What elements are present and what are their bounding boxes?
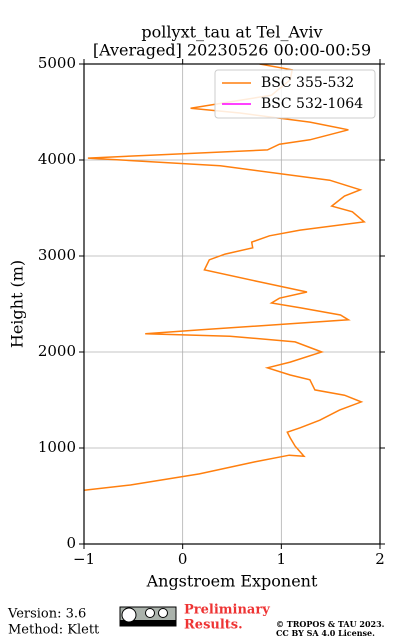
license: CC BY SA 4.0 License.: [276, 628, 375, 638]
chart-subtitle: [Averaged] 20230526 00:00-00:59: [93, 41, 371, 60]
y-tick-label: 0: [66, 534, 76, 552]
preliminary: Preliminary: [184, 603, 270, 618]
y-tick-label: 5000: [38, 54, 76, 72]
y-tick-label: 3000: [38, 246, 76, 264]
y-tick-label: 2000: [38, 342, 76, 360]
version: Version: 3.6: [7, 607, 86, 622]
y-tick-label: 1000: [38, 438, 76, 456]
x-tick-label: 2: [375, 550, 385, 568]
legend-label: BSC 355-532: [261, 75, 354, 91]
chart-title: pollyxt_tau at Tel_Aviv: [141, 23, 322, 42]
x-tick-label: −1: [73, 550, 95, 568]
results: Results.: [184, 618, 243, 633]
data-line: [84, 64, 366, 491]
legend-box: [214, 69, 376, 119]
x-axis-label: Angstroem Exponent: [146, 572, 318, 591]
legend-label: BSC 532-1064: [261, 96, 363, 112]
y-tick-label: 4000: [38, 150, 76, 168]
x-tick-label: 1: [277, 550, 287, 568]
copyright: © TROPOS & TAU 2023.: [276, 619, 385, 629]
plot-frame: [83, 63, 381, 545]
cc-logo: [119, 606, 177, 627]
y-axis-label: Height (m): [8, 260, 27, 348]
method: Method: Klett: [8, 623, 100, 638]
x-tick-label: 0: [178, 550, 188, 568]
